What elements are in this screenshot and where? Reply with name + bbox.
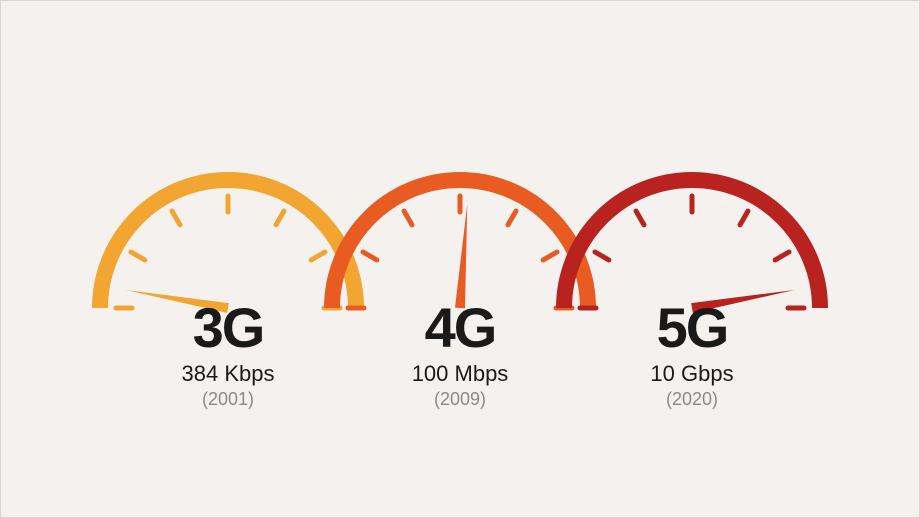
- gauge-4g-labels: 4G 100 Mbps (2009): [412, 300, 509, 410]
- gauge-5g-speed: 10 Gbps: [650, 362, 733, 386]
- gauge-5g-labels: 5G 10 Gbps (2020): [650, 300, 733, 410]
- gauge-needle: [455, 204, 467, 308]
- gauge-5g-year: (2020): [650, 390, 733, 410]
- gauge-4g-speed: 100 Mbps: [412, 362, 509, 386]
- gauge-4g-year: (2009): [412, 390, 509, 410]
- gauge-5g-title: 5G: [650, 300, 733, 356]
- gauge-3g-labels: 3G 384 Kbps (2001): [182, 300, 275, 410]
- gauge-3g-title: 3G: [182, 300, 275, 356]
- infographic-stage: 3G 384 Kbps (2001) 4G 100 Mbps (2009) 5G…: [0, 0, 920, 518]
- gauge-3g-speed: 384 Kbps: [182, 362, 275, 386]
- gauge-4g-title: 4G: [412, 300, 509, 356]
- gauge-3g-year: (2001): [182, 390, 275, 410]
